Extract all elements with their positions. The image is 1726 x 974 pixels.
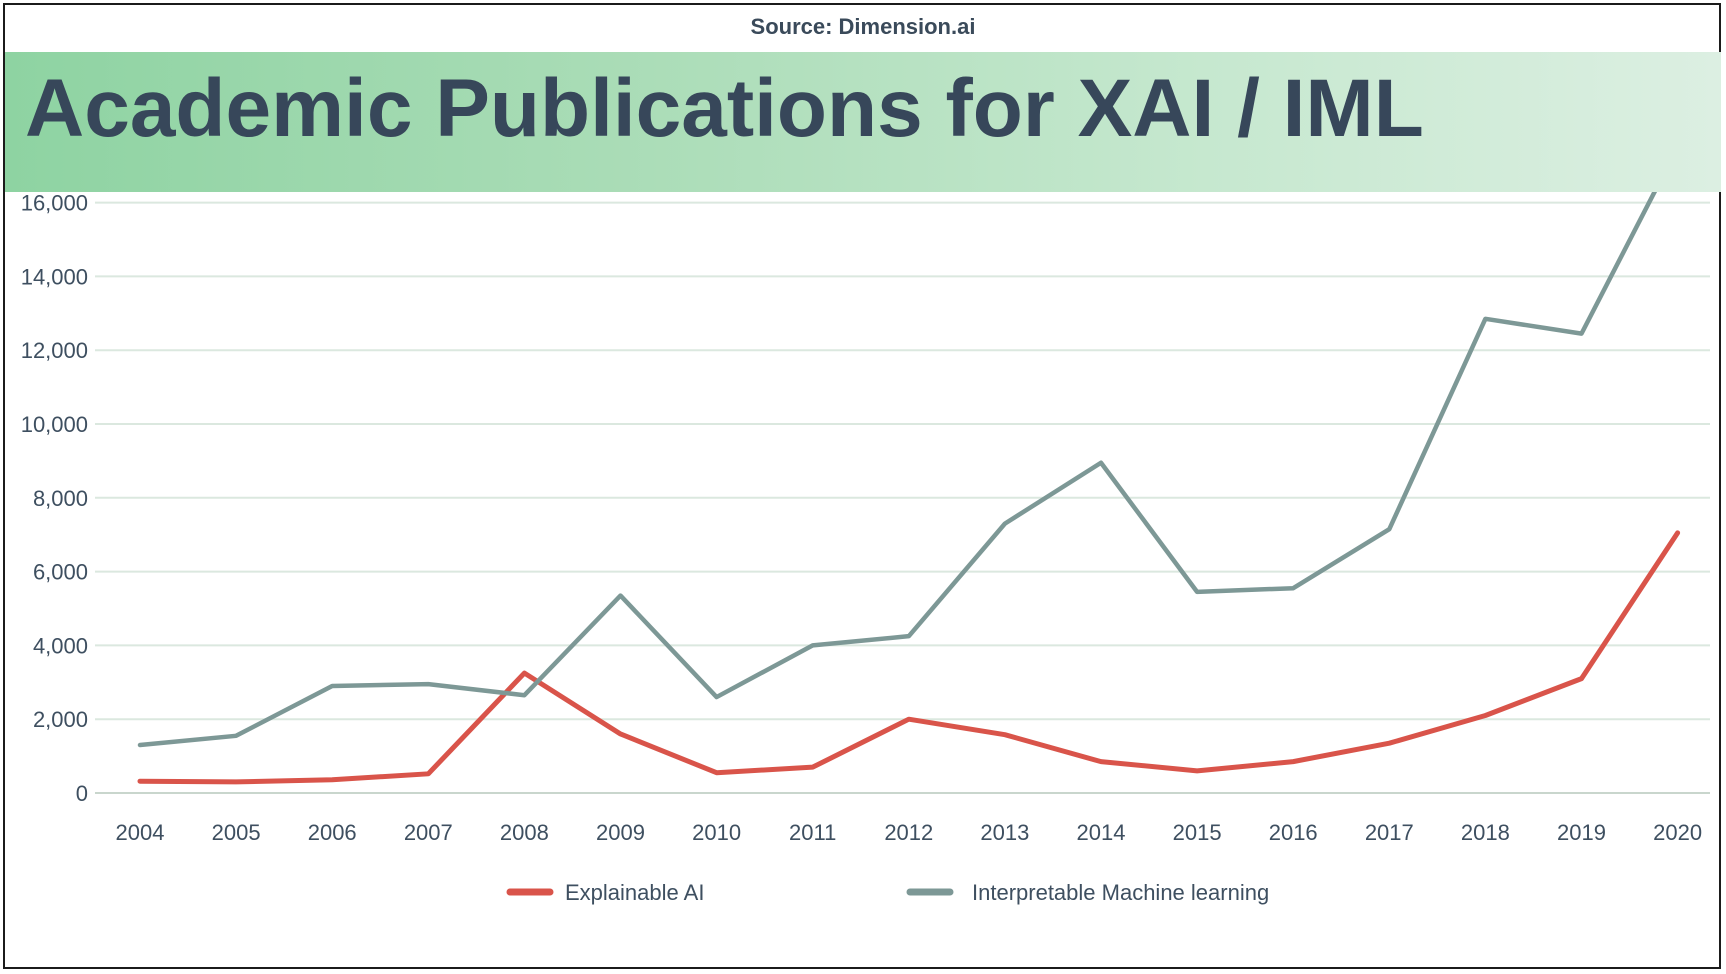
x-tick-label: 2017 [1365,820,1414,845]
x-tick-label: 2019 [1557,820,1606,845]
y-axis-ticks: 0 2,000 4,000 6,000 8,000 10,000 12,000 14,000 1… [21,191,88,806]
x-tick-label: 2013 [980,820,1029,845]
legend-label: Interpretable Machine learning [972,880,1269,905]
y-tick-label: 16,000 [21,191,88,216]
series-line-interpretable-ml [137,192,1658,748]
x-tick-label: 2020 [1653,820,1702,845]
legend: Explainable AI Interpretable Machine lear… [506,880,1269,905]
y-tick-label: 14,000 [21,264,88,289]
y-tick-label: 6,000 [33,560,88,585]
x-tick-label: 2005 [212,820,261,845]
y-tick-label: 2,000 [33,707,88,732]
x-tick-label: 2015 [1173,820,1222,845]
x-tick-label: 2011 [789,820,836,845]
x-axis-ticks: 2004 2005 2006 2007 2008 2009 2010 2011 2012 2013… [116,820,1703,845]
series-lines [137,192,1681,785]
x-tick-label: 2007 [404,820,453,845]
x-tick-label: 2004 [116,820,165,845]
x-tick-label: 2008 [500,820,549,845]
x-tick-label: 2010 [692,820,741,845]
y-tick-label: 8,000 [33,486,88,511]
y-tick-label: 12,000 [21,338,88,363]
x-tick-label: 2012 [884,820,933,845]
x-tick-label: 2018 [1461,820,1510,845]
y-tick-label: 4,000 [33,633,88,658]
y-tick-label: 10,000 [21,412,88,437]
title-banner: Academic Publications for XAI / IML [5,52,1721,192]
x-tick-label: 2014 [1077,820,1126,845]
x-tick-label: 2009 [596,820,645,845]
x-tick-label: 2006 [308,820,357,845]
source-note: Source: Dimension.ai [750,14,976,39]
chart-title: Academic Publications for XAI / IML [25,63,1424,154]
series-line-explainable-ai [137,530,1681,785]
x-tick-label: 2016 [1269,820,1318,845]
y-tick-label: 0 [76,781,88,806]
legend-label: Explainable AI [565,880,704,905]
gridlines [95,201,1710,794]
